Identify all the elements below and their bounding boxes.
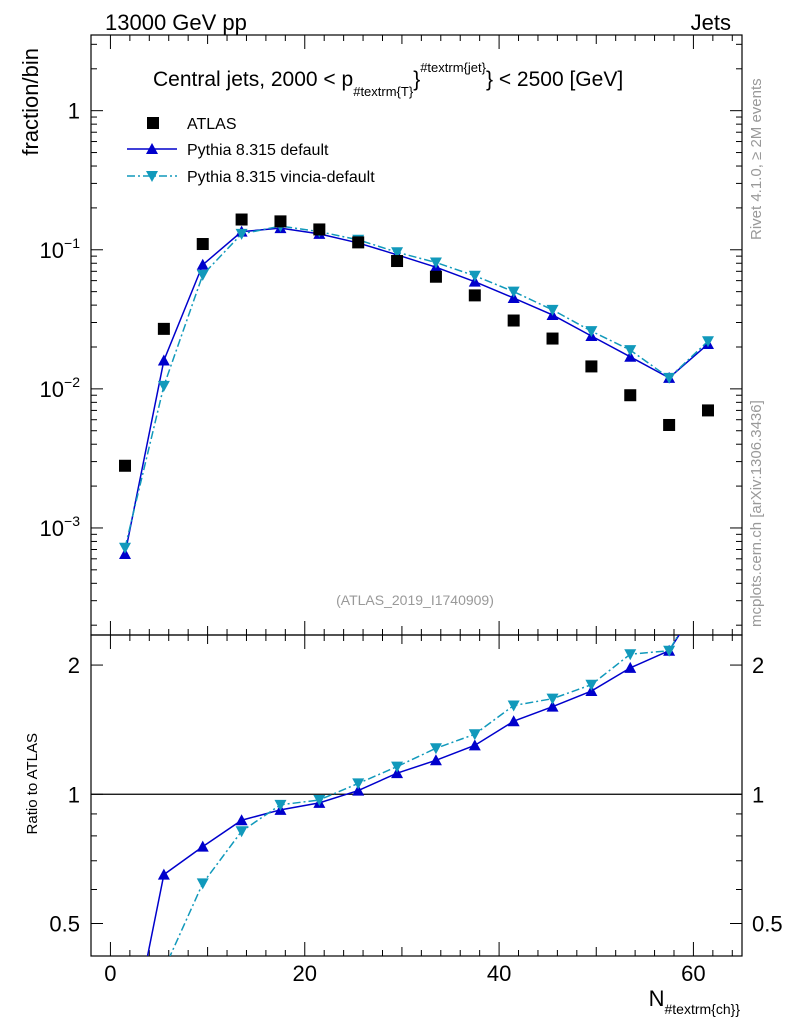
main-pythia-8-315-vincia-default-point [701,336,714,348]
ratio-pythia-8-315-vincia-default-point [429,743,442,755]
ratio-pythia-8-315-vincia-default-point [196,878,209,890]
ratio-pythia-8-315-vincia-default-point [391,761,404,773]
main-atlas-point [624,389,637,402]
x-tick-label: 40 [487,961,511,986]
ratio-y-tick-label: 2 [68,653,80,678]
ratio-pythia-8-315-vincia-default-point [352,778,365,790]
main-atlas-point [274,215,287,228]
main-plot-title: Central jets, 2000 < p#textrm{T}}#textrm… [153,60,623,99]
header-jets-label: Jets [691,10,731,35]
ratio-y-axis-label: Ratio to ATLAS [24,733,41,834]
legend-atlas-marker [147,117,159,129]
x-tick-label: 20 [293,961,317,986]
main-atlas-point [235,213,248,226]
ratio-pythia-8-315-vincia-default-point [235,826,248,838]
main-pythia-8-315-vincia-default-point [157,380,170,392]
ratio-pythia-8-315-default-line [146,635,680,956]
ratio-pythia-8-315-vincia-default-point [468,729,481,741]
x-tick-label: 60 [681,961,705,986]
main-y-axis-label: fraction/bin [18,48,43,156]
ratio-pythia-8-315-default-point [352,784,365,796]
ratio-y-tick-label-right: 2 [752,653,764,678]
legend-vincia-marker [146,171,158,182]
x-tick-label: 0 [104,961,116,986]
ratio-pythia-8-315-vincia-default-point [507,700,520,712]
legend-default-marker [146,143,158,154]
ratio-pythia-8-315-default-point [157,868,170,880]
ratio-pythia-8-315-vincia-default-point [313,794,326,806]
main-pythia-8-315-vincia-default-point [663,372,676,384]
ratio-pythia-8-315-vincia-default-point [158,965,170,976]
ratio-pythia-8-315-vincia-default-point [585,679,598,691]
main-pythia-8-315-default-point [157,354,170,366]
main-atlas-point [352,236,365,249]
ratio-y-tick-label-right: 1 [752,782,764,807]
analysis-watermark: (ATLAS_2019_I1740909) [336,592,494,608]
main-y-tick-label: 1 [68,99,80,124]
main-pythia-8-315-vincia-default-point [429,257,442,269]
legend-default-label: Pythia 8.315 default [187,142,329,159]
main-atlas-point [429,270,442,283]
ratio-y-tick-label: 1 [68,782,80,807]
main-pythia-8-315-vincia-default-point [468,270,481,282]
main-y-tick-label: 10−1 [40,235,81,263]
main-y-tick-label: 10−3 [40,513,81,541]
main-pythia-8-315-vincia-default-line [124,225,709,548]
ratio-y-tick-label: 0.5 [49,911,80,936]
ratio-pythia-8-315-vincia-default-point [702,578,714,589]
main-pythia-8-315-vincia-default-point [585,326,598,338]
main-atlas-point [507,314,520,327]
main-pythia-8-315-vincia-default-point [624,345,637,357]
ratio-pythia-8-315-vincia-default-line [169,635,680,956]
main-atlas-point [546,332,559,345]
ratio-pythia-8-315-vincia-default-point [274,799,287,811]
main-pythia-8-315-vincia-default-point [546,304,559,316]
main-pythia-8-315-vincia-default-point [507,286,520,298]
main-pythia-8-315-default-point [624,350,637,362]
main-atlas-point [119,459,132,472]
rivet-version-label: Rivet 4.1.0, ≥ 2M events [748,78,765,240]
ratio-pythia-8-315-default-point [507,715,520,727]
main-y-tick-label: 10−2 [40,374,81,402]
ratio-pythia-8-315-default-point [391,767,404,779]
main-pythia-8-315-default-line [124,227,709,555]
ratio-plot-frame [90,634,743,957]
legend-vincia-label: Pythia 8.315 vincia-default [187,169,375,186]
main-atlas-point [701,404,714,417]
header-energy-label: 13000 GeV pp [105,10,247,35]
main-atlas-point [157,322,170,335]
main-atlas-point [468,289,481,302]
main-pythia-8-315-vincia-default-point [391,247,404,259]
ratio-pythia-8-315-default-point [624,661,637,673]
main-pythia-8-315-vincia-default-point [235,228,248,240]
main-pythia-8-315-default-point [196,258,209,270]
ratio-pythia-8-315-vincia-default-point [546,693,559,705]
legend-atlas-label: ATLAS [187,116,237,133]
ratio-pythia-8-315-default-point [429,754,442,766]
legend: ATLAS Pythia 8.315 default Pythia 8.315 … [127,116,375,186]
ratio-pythia-8-315-default-point [468,739,481,751]
main-atlas-point [391,255,404,268]
ratio-pythia-8-315-vincia-default-point [624,649,637,661]
ratio-pythia-8-315-vincia-default-point [663,645,676,657]
main-atlas-point [585,360,598,373]
mcplots-label: mcplots.cern.ch [arXiv:1306.3436] [748,400,765,627]
main-atlas-point [196,238,209,251]
ratio-pythia-8-315-default-point [546,700,559,712]
main-pythia-8-315-vincia-default-point [119,542,132,554]
main-atlas-point [663,418,676,431]
main-atlas-point [313,223,326,236]
x-axis-label: N#textrm{ch}} [649,986,741,1017]
ratio-pythia-8-315-default-point [196,840,209,852]
ratio-pythia-8-315-default-point [702,583,714,594]
ratio-y-tick-label-right: 0.5 [752,911,783,936]
ratio-pythia-8-315-default-point [235,814,248,826]
main-pythia-8-315-vincia-default-point [196,269,209,281]
